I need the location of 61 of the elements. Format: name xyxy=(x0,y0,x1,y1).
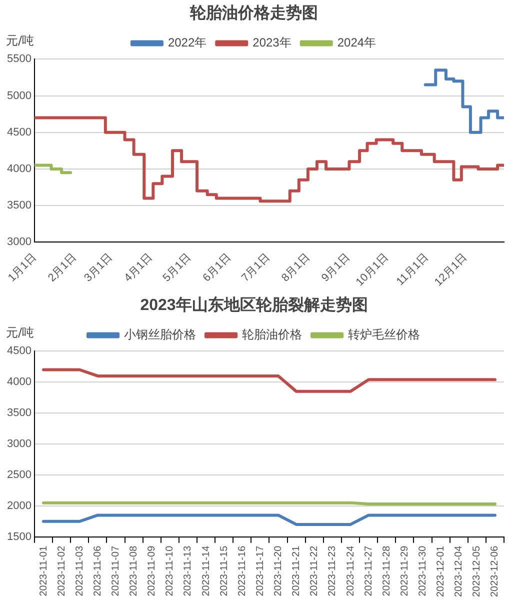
x-tick-label: 2023-11-13 xyxy=(182,545,194,596)
x-tick-label: 9月1日 xyxy=(319,252,352,284)
x-tick-label: 2023-11-16 xyxy=(236,545,248,596)
x-tick-label: 2023-11-06 xyxy=(92,545,104,596)
x-tick-label: 12月1日 xyxy=(432,252,470,289)
y-tick-label: 3500 xyxy=(6,407,32,420)
x-tick-label: 3月1日 xyxy=(82,252,115,284)
x-tick-label: 2023-11-24 xyxy=(345,545,356,596)
legend-label: 2024年 xyxy=(337,36,376,50)
y-tick-label: 1500 xyxy=(6,530,32,543)
y-tick-label: 5000 xyxy=(6,90,32,102)
y-tick-label: 3000 xyxy=(6,438,32,450)
x-tick-label: 2023-11-27 xyxy=(363,545,374,596)
x-tick-label: 2023-11-10 xyxy=(164,545,176,596)
y-tick-label: 5500 xyxy=(6,53,32,66)
y-tick-label: 2500 xyxy=(6,468,32,481)
x-tick-label: 2023-11-14 xyxy=(200,545,212,596)
x-tick-label: 11月1日 xyxy=(394,252,431,288)
chart-title: 轮胎油价格走势图 xyxy=(189,4,318,22)
x-tick-label: 2023-11-15 xyxy=(218,545,230,596)
x-tick-label: 7月1日 xyxy=(240,252,272,284)
x-tick-label: 5月1日 xyxy=(160,252,194,284)
x-tick-label: 2023-11-29 xyxy=(399,545,410,596)
x-tick-label: 2023-11-01 xyxy=(38,545,50,596)
x-tick-label: 6月1日 xyxy=(200,252,234,284)
x-tick-label: 2023-11-28 xyxy=(381,545,392,596)
x-tick-label: 2023-11-21 xyxy=(291,545,302,596)
x-tick-label: 2023-11-08 xyxy=(128,545,140,596)
x-tick-label: 2023-11-17 xyxy=(254,545,266,596)
y-tick-label: 4500 xyxy=(6,345,32,358)
x-tick-label: 2023-12-04 xyxy=(454,545,465,598)
y-tick-label: 4000 xyxy=(6,162,32,175)
x-tick-label: 2023-11-23 xyxy=(327,545,338,596)
x-tick-label: 4月1日 xyxy=(122,252,155,284)
x-tick-label: 2023-11-22 xyxy=(309,545,320,596)
y-tick-label: 4500 xyxy=(6,126,32,138)
y-tick-label: 2000 xyxy=(6,500,32,512)
x-tick-label: 2023-11-09 xyxy=(146,545,158,596)
x-tick-label: 2023-11-02 xyxy=(56,545,68,596)
legend-label: 2022年 xyxy=(168,36,207,50)
y-tick-label: 4000 xyxy=(6,376,32,388)
y-axis-title: 元/吨 xyxy=(6,33,34,48)
x-tick-label: 2023-11-30 xyxy=(417,545,428,596)
x-tick-label: 2023-12-06 xyxy=(490,545,501,598)
chart-title: 2023年山东地区轮胎裂解走势图 xyxy=(140,296,368,314)
legend-label: 轮胎油价格 xyxy=(242,328,302,342)
x-tick-label: 8月1日 xyxy=(279,252,312,284)
y-tick-label: 3000 xyxy=(6,236,32,248)
legend-label: 小钢丝胎价格 xyxy=(124,328,196,342)
y-tick-label: 3500 xyxy=(6,200,32,212)
x-tick-label: 2023-11-07 xyxy=(110,545,122,596)
legend-label: 2023年 xyxy=(252,36,292,50)
legend-label: 转炉毛丝价格 xyxy=(348,328,420,342)
y-axis-title: 元/吨 xyxy=(6,325,34,340)
x-tick-label: 2月1日 xyxy=(46,252,79,284)
x-tick-label: 1月1日 xyxy=(6,252,39,284)
x-tick-label: 2023-12-01 xyxy=(436,545,447,598)
x-tick-label: 2023-11-03 xyxy=(74,545,86,596)
x-tick-label: 2023-11-20 xyxy=(273,545,284,596)
x-tick-label: 2023-12-05 xyxy=(472,545,483,598)
x-tick-label: 10月1日 xyxy=(354,252,391,289)
